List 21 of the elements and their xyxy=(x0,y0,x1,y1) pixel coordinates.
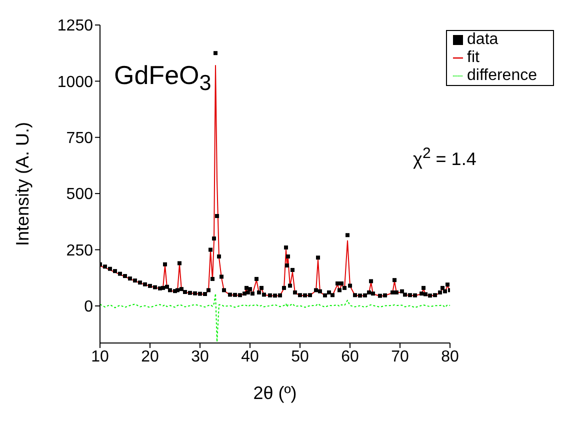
x-axis-title: 2θ (º) xyxy=(253,383,297,403)
y-tick-label: 250 xyxy=(66,242,94,260)
y-tick-label: 1250 xyxy=(57,18,94,35)
y-tick-label: 1000 xyxy=(57,74,94,91)
x-tick-label: 70 xyxy=(391,348,410,366)
y-tick-label: 500 xyxy=(66,186,94,204)
x-tick-label: 40 xyxy=(241,348,260,366)
y-tick-label: 0 xyxy=(84,298,94,316)
annotation: χ$^{2}$ = 1.4 xyxy=(413,145,476,170)
x-tick-label: 60 xyxy=(341,348,360,366)
legend-label: data xyxy=(467,31,498,48)
y-axis-title: Intensity (A. U.) xyxy=(12,122,32,246)
legend-label: difference xyxy=(467,67,537,84)
x-tick-label: 80 xyxy=(441,348,460,366)
x-tick-label: 10 xyxy=(91,348,109,366)
y-tick-label: 750 xyxy=(66,130,94,148)
annotation: GdFeO$_{3}$ xyxy=(114,60,212,96)
x-tick-label: 20 xyxy=(141,348,159,366)
x-tick-label: 30 xyxy=(191,348,210,366)
legend-label: fit xyxy=(467,49,480,66)
x-tick-label: 50 xyxy=(291,348,310,366)
